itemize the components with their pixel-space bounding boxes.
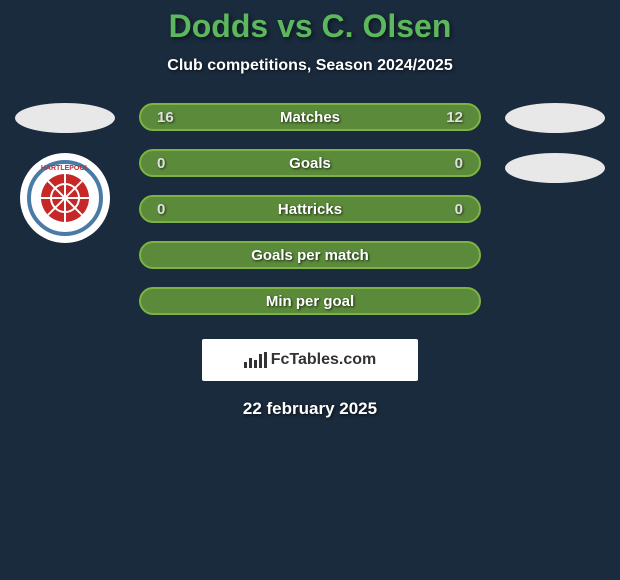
stat-label: Goals per match xyxy=(141,247,479,264)
stat-row-matches: 16 Matches 12 xyxy=(139,103,481,131)
stat-label: Min per goal xyxy=(141,293,479,310)
club-badge-left: HARTLEPOOL xyxy=(20,153,110,243)
club-badge-inner: HARTLEPOOL xyxy=(27,160,103,236)
player-right-col xyxy=(500,103,610,203)
stat-row-goals-per-match: Goals per match xyxy=(139,241,481,269)
attribution-text: FcTables.com xyxy=(271,351,377,369)
stat-row-hattricks: 0 Hattricks 0 xyxy=(139,195,481,223)
club-badge-text: HARTLEPOOL xyxy=(31,165,99,172)
stat-label: Goals xyxy=(141,155,479,172)
stats-area: HARTLEPOOL 1 xyxy=(0,103,620,315)
badge-ring xyxy=(50,183,80,213)
player-left-photo-placeholder xyxy=(15,103,115,133)
stat-row-goals: 0 Goals 0 xyxy=(139,149,481,177)
subtitle: Club competitions, Season 2024/2025 xyxy=(0,57,620,75)
club-badge-right-placeholder xyxy=(505,153,605,183)
attribution-badge[interactable]: FcTables.com xyxy=(202,339,418,381)
player-right-photo-placeholder xyxy=(505,103,605,133)
stat-row-min-per-goal: Min per goal xyxy=(139,287,481,315)
stat-label: Matches xyxy=(141,109,479,126)
stat-label: Hattricks xyxy=(141,201,479,218)
comparison-card: Dodds vs C. Olsen Club competitions, Sea… xyxy=(0,0,620,419)
page-title: Dodds vs C. Olsen xyxy=(0,8,620,45)
stat-bars: 16 Matches 12 0 Goals 0 0 Hattricks 0 Go… xyxy=(139,103,481,315)
player-left-col: HARTLEPOOL xyxy=(10,103,120,243)
chart-icon xyxy=(244,352,267,368)
club-badge-emblem xyxy=(41,174,89,222)
date-label: 22 february 2025 xyxy=(0,399,620,419)
